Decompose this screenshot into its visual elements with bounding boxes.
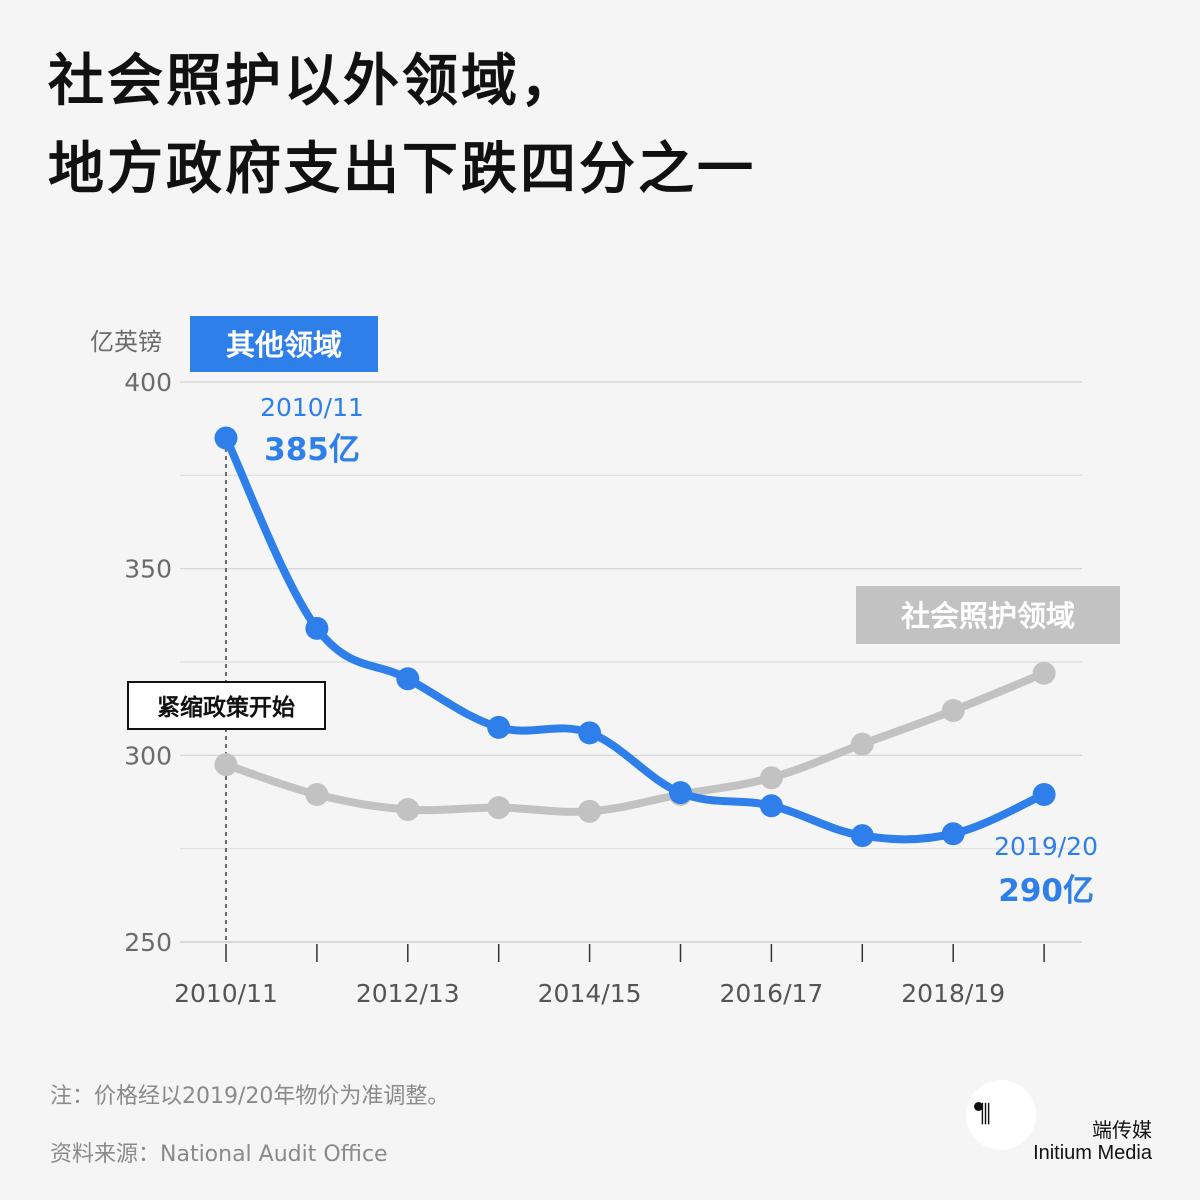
data-point xyxy=(305,783,329,807)
policy-label-text: 紧缩政策开始 xyxy=(157,694,295,721)
start-period-label: 2010/11 xyxy=(260,393,364,422)
x-tick-label: 2016/17 xyxy=(719,979,823,1008)
y-tick-label: 300 xyxy=(124,741,172,770)
data-point xyxy=(487,715,511,739)
data-point xyxy=(1032,661,1056,685)
source-note: 资料来源：National Audit Office xyxy=(50,1142,388,1167)
logo-dot-icon xyxy=(974,1102,983,1111)
legend-social-care-label: 社会照护领域 xyxy=(901,599,1075,633)
data-point xyxy=(214,753,238,777)
series-social-care xyxy=(214,661,1056,823)
y-tick-label: 250 xyxy=(124,928,172,957)
legend-other-label: 其他领域 xyxy=(226,328,342,362)
title-line-2: 地方政府支出下跌四分之一 xyxy=(48,137,756,202)
data-point xyxy=(941,699,965,723)
initium-logo: ⫼ xyxy=(966,1080,1036,1150)
y-axis-label: 亿英镑 xyxy=(90,328,162,356)
data-point xyxy=(759,794,783,818)
data-point xyxy=(1032,783,1056,807)
brand-name-cn: 端传媒 xyxy=(1092,1118,1152,1142)
title-line-1: 社会照护以外领域， xyxy=(48,49,579,114)
page-title: 社会照护以外领域， 地方政府支出下跌四分之一 xyxy=(48,38,756,214)
footnote: 注：价格经以2019/20年物价为准调整。 xyxy=(50,1084,450,1109)
data-point xyxy=(850,732,874,756)
series-layer xyxy=(214,426,1056,848)
start-value-label: 385亿 xyxy=(264,432,360,468)
data-point xyxy=(759,766,783,790)
annotation-layer: 紧缩政策开始 xyxy=(127,448,326,942)
x-tick-label: 2014/15 xyxy=(538,979,642,1008)
brand-name-en: Initium Media xyxy=(1033,1142,1152,1164)
x-tick-label: 2010/11 xyxy=(174,979,278,1008)
y-tick-label: 350 xyxy=(124,555,172,584)
series-line xyxy=(222,669,1049,816)
x-tick-label: 2012/13 xyxy=(356,979,460,1008)
axis-layer: 250 300 350 400 亿英镑 2010/11 2012/13 2014/15 2016… xyxy=(90,328,1045,1008)
data-point xyxy=(850,824,874,848)
y-tick-label: 400 xyxy=(124,368,172,397)
legend-other: 其他领域 xyxy=(190,316,378,372)
data-point xyxy=(487,796,511,820)
series-other xyxy=(214,426,1056,848)
data-point xyxy=(396,667,420,691)
data-point xyxy=(396,797,420,821)
data-point xyxy=(941,822,965,846)
data-point xyxy=(578,799,602,823)
policy-label-box: 紧缩政策开始 xyxy=(127,681,326,730)
x-tick-label: 2018/19 xyxy=(901,979,1005,1008)
series-line xyxy=(222,434,1049,844)
logo-glyph-icon: ⫼ xyxy=(980,1100,991,1128)
data-point xyxy=(214,426,238,450)
data-point xyxy=(669,781,692,805)
data-point xyxy=(305,616,329,640)
legend-other-bg xyxy=(190,316,378,372)
legend-social-care: 社会照护领域 xyxy=(856,586,1120,644)
legend-social-care-bg xyxy=(856,586,1120,644)
policy-label-border xyxy=(127,681,326,730)
end-value-label: 290亿 xyxy=(998,873,1094,909)
end-period-label: 2019/20 xyxy=(994,832,1098,861)
data-point xyxy=(578,721,602,745)
